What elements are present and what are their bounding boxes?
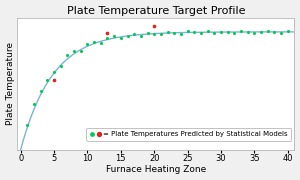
- Point: [192, 31, 197, 34]
- Point: [265, 29, 270, 32]
- Point: [52, 70, 56, 73]
- Point: [38, 89, 43, 92]
- Legend: , = Plate Temperatures Predicted by Statistical Models: , = Plate Temperatures Predicted by Stat…: [86, 128, 291, 141]
- Point: [105, 32, 110, 35]
- Point: [219, 31, 224, 33]
- Point: [172, 31, 177, 34]
- Point: [32, 103, 36, 106]
- Point: [125, 35, 130, 37]
- Point: [25, 123, 30, 126]
- Point: [78, 49, 83, 52]
- Point: [232, 32, 237, 35]
- Y-axis label: Plate Temperature: Plate Temperature: [6, 42, 15, 125]
- Point: [199, 32, 203, 35]
- Point: [152, 25, 157, 28]
- Point: [252, 32, 257, 35]
- Point: [279, 32, 283, 35]
- Point: [205, 30, 210, 32]
- Point: [272, 30, 277, 33]
- Point: [238, 29, 243, 32]
- Point: [65, 54, 70, 57]
- Point: [118, 37, 123, 40]
- Point: [212, 32, 217, 35]
- Point: [152, 32, 157, 35]
- Point: [132, 32, 136, 35]
- X-axis label: Furnace Heating Zone: Furnace Heating Zone: [106, 165, 206, 174]
- Point: [185, 30, 190, 33]
- Point: [245, 30, 250, 33]
- Point: [158, 33, 163, 36]
- Point: [112, 34, 117, 37]
- Point: [145, 31, 150, 34]
- Point: [105, 37, 110, 40]
- Point: [92, 41, 97, 44]
- Point: [139, 34, 143, 37]
- Point: [58, 65, 63, 68]
- Point: [72, 50, 76, 53]
- Point: [259, 30, 263, 33]
- Point: [85, 42, 90, 45]
- Point: [52, 79, 56, 82]
- Point: [45, 79, 50, 82]
- Point: [165, 30, 170, 33]
- Title: Plate Temperature Target Profile: Plate Temperature Target Profile: [67, 6, 245, 15]
- Point: [178, 32, 183, 35]
- Point: [285, 29, 290, 32]
- Point: [225, 31, 230, 33]
- Point: [98, 41, 103, 44]
